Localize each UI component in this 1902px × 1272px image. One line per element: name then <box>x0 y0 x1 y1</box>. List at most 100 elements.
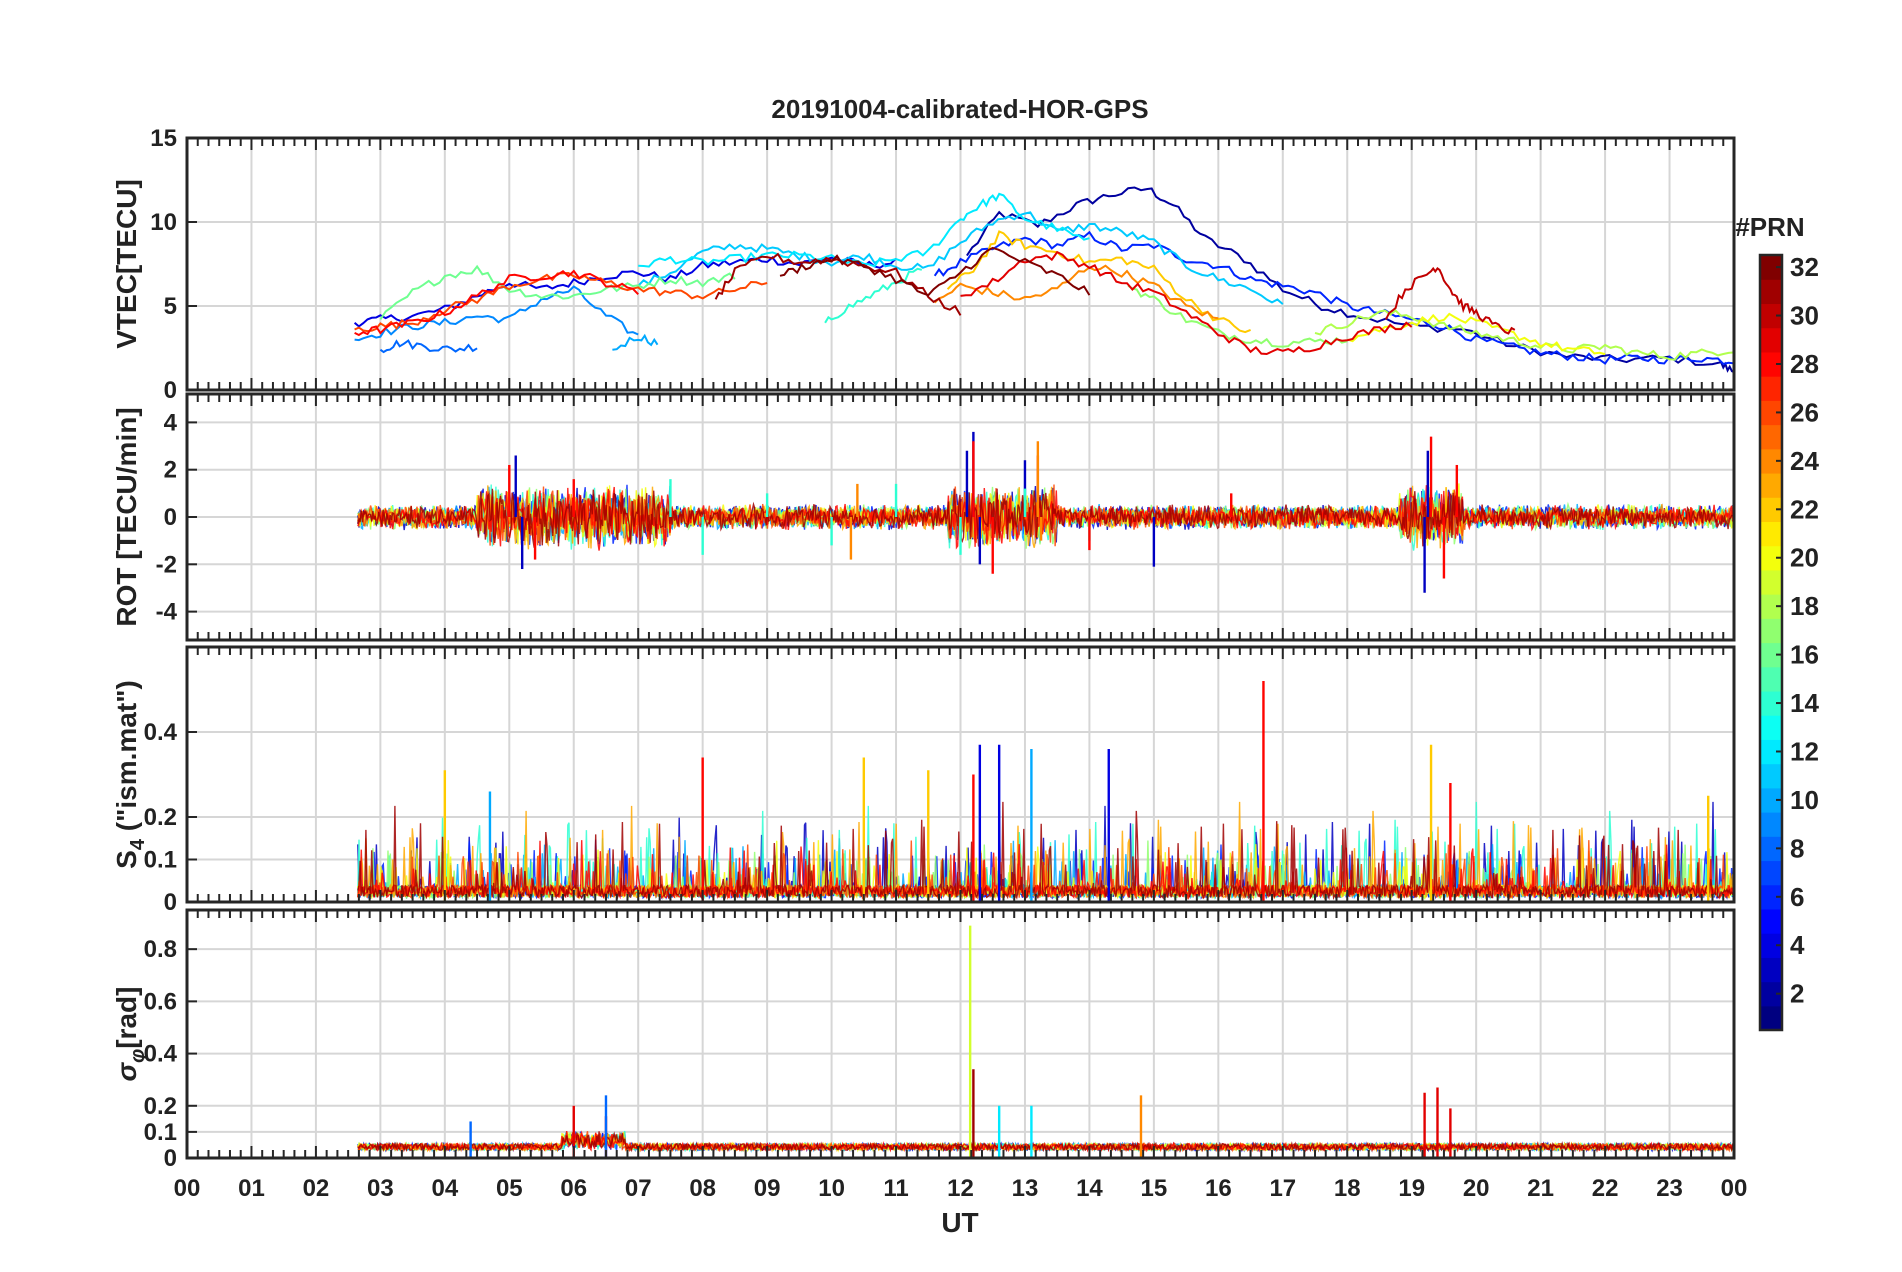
colorbar-swatch <box>1760 1005 1782 1031</box>
colorbar-tick-label: 18 <box>1790 591 1819 621</box>
x-tick-label: 07 <box>625 1175 652 1202</box>
series-prn-17 <box>1127 284 1348 348</box>
colorbar-swatch <box>1760 666 1782 692</box>
colorbar-swatch <box>1760 933 1782 958</box>
series-prn-22 <box>946 230 1251 334</box>
x-tick-label: 00 <box>174 1175 201 1202</box>
y-tick-label: 5 <box>164 293 177 320</box>
colorbar-tick-label: 16 <box>1790 640 1819 670</box>
y-axis-label-vtec: VTEC[TECU] <box>111 179 142 349</box>
y-tick-label: 4 <box>164 409 178 436</box>
y-tick-label: 0.1 <box>144 1119 177 1146</box>
series-prn-10 <box>612 333 659 351</box>
colorbar-swatch <box>1760 739 1782 765</box>
x-tick-label: 13 <box>1012 1175 1039 1202</box>
colorbar-tick-label: 6 <box>1790 882 1804 912</box>
panel-sigma_phi: 00.10.2 0.4 0.6 0.8 σφ[rad] <box>111 908 1736 1172</box>
noise-trace <box>357 488 1734 550</box>
colorbar-swatch <box>1760 981 1782 1007</box>
colorbar-swatch <box>1760 327 1782 353</box>
panel-s4-traces <box>357 681 1734 902</box>
x-tick-label: 08 <box>689 1175 716 1202</box>
series-prn-11 <box>637 211 1284 305</box>
colorbar-tick-label: 12 <box>1790 736 1819 766</box>
x-tick-label: 12 <box>947 1175 974 1202</box>
series-prn-32 <box>779 246 1091 297</box>
colorbar-frame <box>1758 253 1784 1032</box>
colorbar-swatch <box>1760 521 1782 547</box>
y-axis-label-rest: [rad] <box>111 987 142 1049</box>
x-tick-label: 09 <box>754 1175 781 1202</box>
colorbar-tick-label: 8 <box>1790 833 1804 863</box>
colorbar-swatch <box>1760 908 1782 934</box>
series-prn-18 <box>1314 309 1734 361</box>
colorbar-swatch <box>1760 618 1782 644</box>
y-tick-label: -2 <box>156 551 177 578</box>
colorbar-swatch <box>1760 812 1782 837</box>
colorbar-swatch <box>1760 400 1782 426</box>
colorbar-swatch <box>1760 763 1782 789</box>
colorbar-swatch <box>1760 836 1782 862</box>
colorbar-tick-label: 4 <box>1790 930 1805 960</box>
colorbar-tick-label: 10 <box>1790 785 1819 815</box>
colorbar-swatch <box>1760 351 1782 377</box>
y-axis-label-sub: φ <box>127 1049 149 1063</box>
y-axis-label-sigma_phi: σφ[rad] <box>111 987 149 1082</box>
x-tick-label: 01 <box>238 1175 265 1202</box>
colorbar-swatch <box>1760 715 1782 740</box>
x-tick-label: 10 <box>818 1175 845 1202</box>
colorbar-swatch <box>1760 376 1782 401</box>
y-tick-label: -4 <box>156 599 178 626</box>
noise-trace <box>357 1131 1734 1153</box>
x-tick-label: 16 <box>1205 1175 1232 1202</box>
series-prn-16 <box>379 264 736 320</box>
y-tick-label: 0 <box>164 889 177 916</box>
x-tick-label: 23 <box>1656 1175 1683 1202</box>
colorbar-swatch <box>1760 690 1782 716</box>
colorbar-title: #PRN <box>1735 212 1804 242</box>
y-tick-label: 15 <box>150 125 177 152</box>
y-axis-label-rest: ("ism.mat") <box>111 680 142 839</box>
colorbar-tick-label: 20 <box>1790 543 1819 573</box>
colorbar-tick-label: 26 <box>1790 397 1819 427</box>
x-axis-label: UT <box>941 1207 978 1238</box>
series-prn-26 <box>354 271 768 333</box>
x-tick-label: 21 <box>1527 1175 1554 1202</box>
series-prn-28 <box>354 269 639 337</box>
x-tick-label: 04 <box>431 1175 458 1202</box>
panel-rot-traces <box>357 431 1734 593</box>
y-tick-label: 0.1 <box>144 847 177 874</box>
panel-rot: -4 -2 0 2 4 ROT [TECU/min] <box>111 392 1736 642</box>
colorbar-swatch <box>1760 545 1782 571</box>
x-tick-label: 00 <box>1721 1175 1748 1202</box>
series-prn-6 <box>933 230 1734 365</box>
series-prn-12 <box>638 192 1090 268</box>
y-axis-label-s4: S4 ("ism.mat") <box>111 680 149 869</box>
panel-rot-axes: -4 -2 0 2 4 ROT [TECU/min] <box>111 392 1736 642</box>
y-tick-label: 0 <box>164 504 177 531</box>
colorbar-swatch <box>1760 860 1782 886</box>
y-tick-label: 10 <box>150 209 177 236</box>
series-prn-8 <box>379 339 478 354</box>
panel-vtec-axes: 0 5 10 15 VTEC[TECU] <box>111 125 1736 404</box>
panel-sigma_phi-traces <box>357 925 1734 1158</box>
y-axis-label-main: σ <box>111 1061 142 1081</box>
x-tick-label: 17 <box>1269 1175 1296 1202</box>
colorbar-swatch <box>1760 424 1782 450</box>
y-tick-label: 0.2 <box>144 1093 177 1120</box>
y-tick-label: 0 <box>164 377 177 404</box>
colorbar-swatch <box>1760 594 1782 619</box>
colorbar-tick-label: 2 <box>1790 979 1804 1009</box>
panel-s4: 00.10.20.4S4 ("ism.mat") <box>111 645 1736 916</box>
x-tick-label: 02 <box>303 1175 330 1202</box>
series-prn-9 <box>354 285 639 342</box>
panel-sigma_phi-axes: 00.10.2 0.4 0.6 0.8 σφ[rad] <box>111 908 1736 1172</box>
y-axis-label-main: S <box>111 850 142 869</box>
panel-vtec: 0 5 10 15 VTEC[TECU] <box>111 125 1736 404</box>
colorbar-swatch <box>1760 884 1782 910</box>
colorbar-tick-label: 14 <box>1790 688 1819 718</box>
colorbar-tick-label: 28 <box>1790 349 1819 379</box>
x-tick-label: 05 <box>496 1175 523 1202</box>
